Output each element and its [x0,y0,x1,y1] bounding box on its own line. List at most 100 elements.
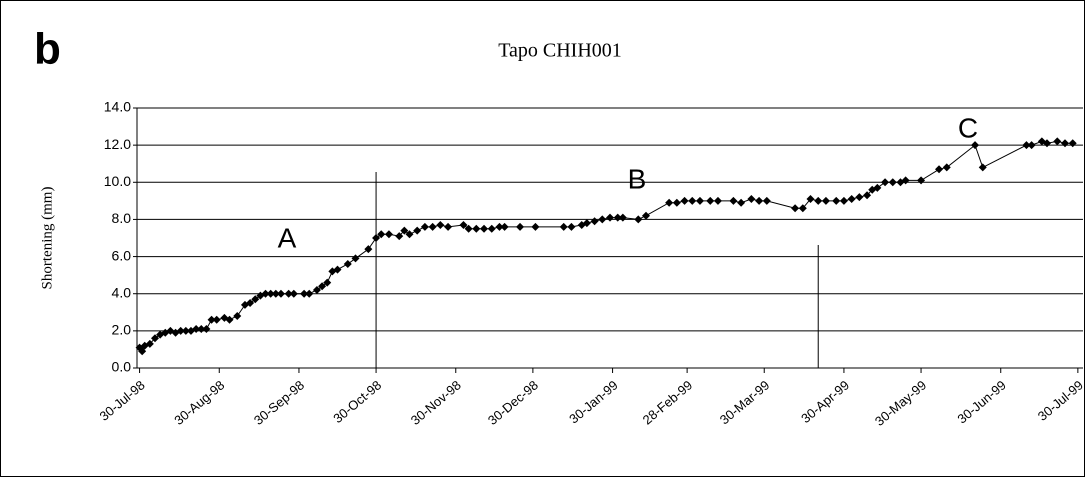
data-point [192,325,201,333]
data-point [261,289,270,298]
data-point [806,195,815,203]
data-point [271,289,280,298]
data-point [444,222,453,231]
y-tick-label: 6.0 [112,247,132,263]
data-point [567,222,576,231]
data-point [413,226,422,235]
data-point [364,245,373,254]
data-point [176,326,185,335]
data-point [500,222,509,231]
data-point [695,196,704,205]
data-point [300,289,309,298]
y-tick-label: 4.0 [112,284,132,300]
annotation: B [628,163,647,194]
data-point [1053,137,1062,146]
y-tick-label: 14.0 [104,99,131,115]
data-point [706,196,715,205]
data-point [590,217,599,226]
data-point [1027,141,1036,150]
panel-label: b [34,25,61,74]
data-point [377,230,386,239]
data-point [606,213,614,222]
y-tick-label: 0.0 [112,359,132,375]
data-point [207,315,216,324]
chart-title: Tapo CHIH001 [498,40,622,62]
data-point [971,141,980,150]
data-point [372,234,381,242]
data-point [888,178,897,187]
data-point [755,196,764,205]
data-point [266,289,275,298]
data-point [935,165,944,174]
data-point [472,224,481,233]
data-point [400,226,409,235]
y-tick-label: 12.0 [104,136,131,152]
data-point [516,222,525,231]
data-point [798,204,807,213]
data-point [873,183,882,192]
data-point [559,222,568,231]
annotation: C [958,112,978,143]
y-tick-label: 10.0 [104,173,131,189]
data-point [312,286,321,294]
data-point [284,289,293,298]
data-point [613,213,622,222]
data-point [641,211,650,220]
data-point [618,213,627,222]
data-point [688,196,697,205]
data-point [762,196,771,205]
data-point [1068,139,1077,148]
data-point [351,254,360,263]
data-point [531,222,540,231]
data-point [181,326,190,335]
data-point [246,299,255,307]
data-point [863,191,872,200]
data-point [832,196,841,205]
data-point [737,198,746,207]
y-axis-label: Shortening (mm) [39,187,55,290]
data-point [405,230,414,239]
data-point [978,163,987,172]
y-tick-label: 8.0 [112,210,132,226]
data-point [487,224,496,233]
data-point [672,198,681,207]
data-point [276,289,285,298]
data-point [791,204,800,213]
data-point [233,312,242,320]
data-point [839,196,848,205]
data-point [150,334,159,343]
data-point [917,176,926,185]
data-point [1043,139,1052,148]
data-point [305,289,314,298]
data-point [1022,141,1031,150]
data-point [855,193,864,202]
data-point [881,178,890,187]
data-point [747,195,756,203]
data-point [847,195,856,203]
data-point [729,196,738,205]
data-point [814,196,823,205]
data-point [942,163,951,172]
data-point [202,325,211,333]
data-point [323,278,332,287]
data-point [225,315,234,324]
data-point [665,198,674,207]
annotation: A [278,222,297,253]
data-point [582,219,591,228]
data-point [598,215,607,224]
data-point [333,265,342,274]
data-point [197,325,206,333]
data-point [145,339,154,348]
data-point [1061,139,1070,148]
data-point [680,196,689,205]
data-point [420,222,429,231]
data-point [395,232,404,241]
data-point [212,315,221,324]
data-point [384,230,393,239]
data-point [289,289,298,298]
data-point [480,224,489,233]
data-point [436,221,445,229]
data-point [821,196,830,205]
